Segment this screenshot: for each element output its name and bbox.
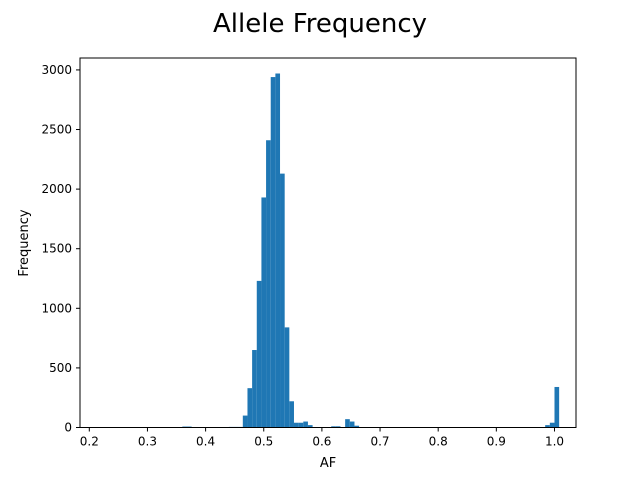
histogram-bar	[261, 197, 267, 428]
x-tick-label: 0.4	[196, 435, 215, 449]
y-tick-label: 1000	[41, 301, 72, 315]
histogram-bar	[256, 280, 262, 428]
histogram-bar	[335, 426, 341, 428]
histogram-bar	[331, 426, 336, 428]
histogram-bar	[266, 140, 271, 428]
x-tick-label: 0.3	[138, 435, 157, 449]
x-axis-ticks: 0.2 0.3 0.4 0.5 0.6 0.7 0.8 0.9 1.0	[80, 427, 564, 449]
histogram-bar	[284, 327, 290, 428]
histogram-bar	[270, 77, 276, 428]
y-tick-label: 2500	[41, 123, 72, 137]
histogram-bar	[280, 173, 285, 428]
histogram-bar	[298, 422, 304, 428]
histogram-bar	[242, 415, 248, 428]
y-tick-label: 0	[64, 421, 72, 435]
plot-frame	[79, 57, 577, 428]
histogram-bar	[252, 350, 257, 428]
y-axis-ticks: 0 500 1000 1500 2000 2500 3000	[41, 63, 80, 435]
x-axis-label: AF	[320, 456, 336, 471]
histogram-bar	[554, 386, 560, 428]
y-tick-label: 2000	[41, 182, 72, 196]
y-axis-label: Frequency	[17, 209, 32, 276]
x-tick-label: 0.9	[487, 435, 506, 449]
histogram-bar	[247, 388, 253, 428]
x-tick-label: 1.0	[545, 435, 564, 449]
histogram-bar	[289, 401, 294, 428]
histogram-bar	[549, 422, 555, 428]
x-tick-label: 0.2	[80, 435, 99, 449]
x-tick-label: 0.7	[370, 435, 389, 449]
histogram-bar	[307, 425, 313, 428]
histogram-bars	[182, 73, 560, 428]
chart-title: Allele Frequency	[213, 9, 427, 39]
histogram-bar	[293, 422, 299, 428]
histogram-bar	[303, 421, 308, 428]
x-tick-label: 0.6	[312, 435, 331, 449]
y-tick-label: 1500	[41, 242, 72, 256]
histogram-bar	[354, 425, 360, 428]
histogram-bar	[345, 419, 350, 428]
y-tick-label: 3000	[41, 63, 72, 77]
histogram-bar	[275, 73, 281, 428]
histogram-bar	[545, 425, 550, 428]
y-tick-label: 500	[49, 361, 72, 375]
x-tick-label: 0.8	[429, 435, 448, 449]
x-tick-label: 0.5	[254, 435, 273, 449]
histogram-bar	[349, 421, 355, 428]
